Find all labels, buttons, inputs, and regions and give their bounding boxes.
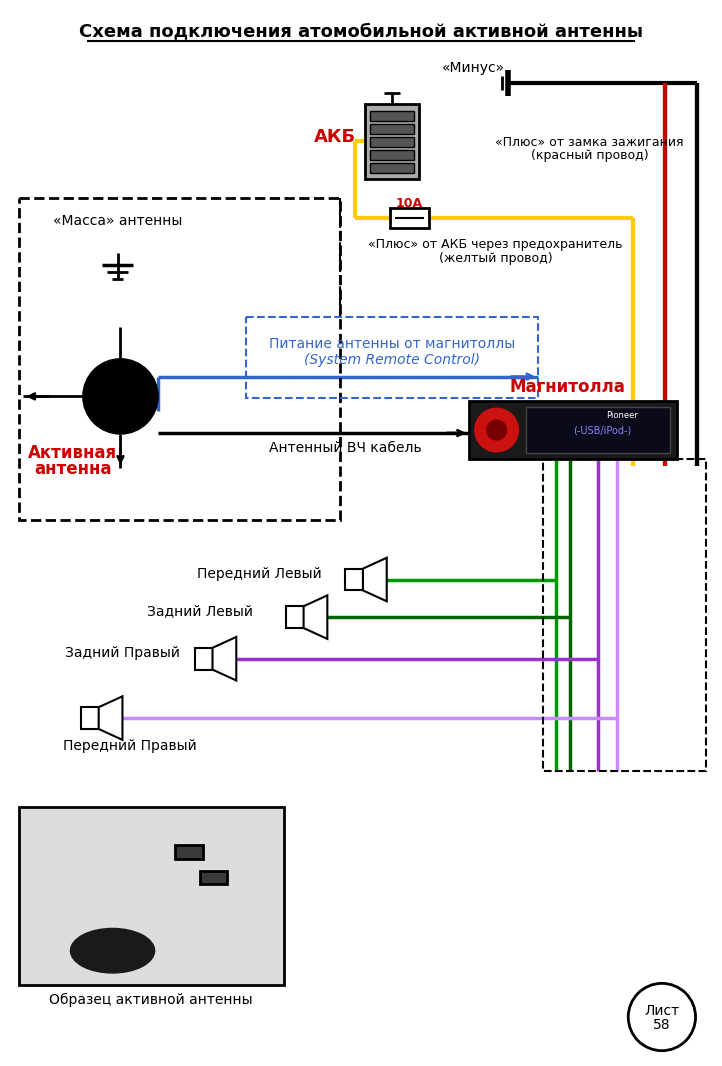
Circle shape [475, 408, 518, 452]
Text: АКБ: АКБ [314, 128, 357, 146]
Text: «Масса» антенны: «Масса» антенны [53, 214, 182, 228]
Text: Схема подключения атомобильной активной антенны: Схема подключения атомобильной активной … [79, 22, 643, 41]
Text: «Плюс» от замка зажигания: «Плюс» от замка зажигания [495, 135, 684, 148]
Text: Передний Левый: Передний Левый [196, 567, 321, 581]
Text: Питание антенны от магнитоллы: Питание антенны от магнитоллы [269, 337, 515, 351]
Bar [81, 707, 99, 729]
Ellipse shape [71, 928, 155, 973]
Text: Лист: Лист [644, 1004, 679, 1018]
Bar [370, 111, 414, 122]
Bar [175, 844, 203, 858]
Bar [286, 607, 303, 628]
Bar [200, 871, 227, 885]
Polygon shape [212, 636, 236, 680]
Text: (-USB/iPod-): (-USB/iPod-) [573, 425, 632, 435]
Text: «Плюс» от АКБ через предохранитель: «Плюс» от АКБ через предохранитель [368, 239, 623, 252]
Text: Передний Правый: Передний Правый [63, 739, 197, 753]
Circle shape [83, 359, 158, 434]
Text: антенна: антенна [34, 459, 112, 478]
Bar [19, 198, 340, 520]
Text: Образец активной антенны: Образец активной антенны [49, 994, 253, 1007]
Circle shape [628, 983, 695, 1051]
Bar [390, 208, 430, 228]
Bar [543, 458, 706, 771]
Text: (красный провод): (красный провод) [531, 149, 648, 162]
Text: 58: 58 [653, 1018, 671, 1032]
Bar [365, 104, 419, 179]
Polygon shape [99, 696, 123, 740]
Bar [370, 125, 414, 134]
Bar [526, 407, 670, 453]
Text: Задний Левый: Задний Левый [147, 604, 253, 618]
Bar [195, 648, 212, 669]
Text: 10А: 10А [396, 197, 423, 210]
Bar [246, 318, 538, 399]
Text: Активная: Активная [28, 443, 118, 462]
Text: (System Remote Control): (System Remote Control) [304, 353, 479, 367]
Bar [370, 138, 414, 147]
Bar [469, 402, 677, 458]
Circle shape [487, 420, 507, 440]
Bar [345, 568, 363, 591]
Bar [370, 163, 414, 173]
Text: Задний Правый: Задний Правый [65, 646, 180, 660]
Text: Магнитолла: Магнитолла [510, 377, 626, 395]
Text: «Минус»: «Минус» [443, 61, 505, 75]
Polygon shape [303, 595, 327, 639]
Text: Pioneer: Pioneer [606, 410, 638, 420]
Bar [19, 807, 284, 985]
Polygon shape [363, 558, 387, 601]
Text: (желтый провод): (желтый провод) [439, 253, 552, 265]
Bar [370, 150, 414, 160]
Text: Антенный ВЧ кабель: Антенный ВЧ кабель [269, 441, 422, 455]
